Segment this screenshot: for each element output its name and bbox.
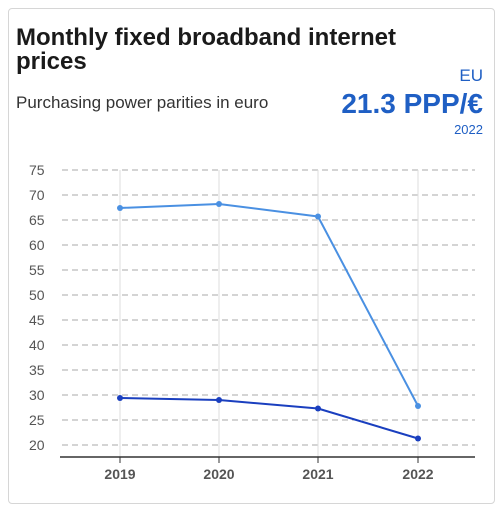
x-tick-label: 2021	[302, 466, 333, 482]
y-tick-label: 30	[29, 387, 45, 403]
chart-title: Monthly fixed broadband internet prices	[16, 24, 397, 75]
series-1-point[interactable]	[216, 201, 222, 207]
chart-card	[8, 8, 495, 504]
y-tick-label: 35	[29, 362, 45, 378]
series-2-point[interactable]	[216, 397, 222, 403]
series-line-1	[119, 203, 419, 407]
y-tick-label: 70	[29, 187, 45, 203]
kpi-value: 21.3 PPP/€	[341, 88, 483, 119]
axis-layer: 20 25 30 35 40 45 50 55 60 65 70 75 2019 2020 2021 2022	[29, 162, 475, 482]
x-tick-label: 2020	[203, 466, 234, 482]
y-tick-label: 50	[29, 287, 45, 303]
y-tick-label: 20	[29, 437, 45, 453]
y-tick-label: 75	[29, 162, 45, 178]
region-label: EU	[459, 66, 483, 85]
series-1-point[interactable]	[117, 205, 123, 211]
series-line-2	[119, 397, 419, 440]
y-tick-label: 55	[29, 262, 45, 278]
series-layer	[117, 201, 421, 442]
series-2-point[interactable]	[117, 395, 123, 401]
y-tick-label: 65	[29, 212, 45, 228]
series-1-point[interactable]	[315, 213, 321, 220]
series-2-point[interactable]	[315, 405, 321, 412]
series-1-point[interactable]	[415, 403, 421, 409]
grid-layer	[62, 169, 475, 457]
y-tick-label: 40	[29, 337, 45, 353]
y-tick-label: 45	[29, 312, 45, 328]
y-tick-label: 25	[29, 412, 45, 428]
chart-subtitle: Purchasing power parities in euro	[16, 93, 269, 112]
y-tick-label: 60	[29, 237, 45, 253]
x-tick-label: 2022	[402, 466, 433, 482]
kpi-year: 2022	[454, 122, 483, 137]
series-2-point[interactable]	[415, 435, 421, 442]
x-tick-label: 2019	[104, 466, 135, 482]
